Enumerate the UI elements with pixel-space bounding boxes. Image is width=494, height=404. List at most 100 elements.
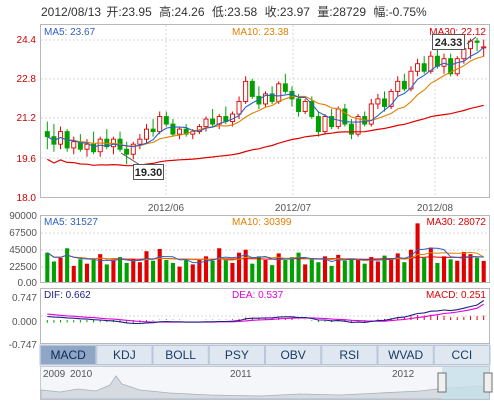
dea-line bbox=[47, 303, 484, 323]
tab-label[interactable]: KDJ bbox=[113, 348, 136, 362]
price-panel-frame bbox=[40, 24, 490, 198]
volume-bar bbox=[124, 262, 129, 282]
tab-cci[interactable] bbox=[433, 345, 490, 365]
volume-ma5-line bbox=[47, 247, 484, 264]
candle bbox=[401, 80, 407, 90]
price-grid bbox=[41, 25, 489, 197]
volume-bar bbox=[428, 247, 433, 282]
price-y-tick: 21.2 bbox=[17, 113, 37, 124]
volume-bar bbox=[349, 258, 354, 282]
volume-bar bbox=[45, 252, 50, 282]
volume-bar bbox=[395, 253, 400, 282]
low-callout: 19.30 bbox=[135, 167, 163, 179]
tab-obv[interactable] bbox=[265, 345, 322, 365]
volume-bar bbox=[203, 256, 209, 282]
volume-bar bbox=[276, 253, 281, 282]
tab-label[interactable]: MACD bbox=[50, 348, 86, 362]
navigator-selection[interactable] bbox=[442, 367, 489, 399]
tab-label[interactable]: PSY bbox=[225, 348, 249, 362]
candle bbox=[382, 98, 388, 107]
volume-bar bbox=[435, 262, 440, 282]
header-volume-label: 量: bbox=[317, 5, 332, 19]
candle bbox=[448, 58, 454, 75]
candle bbox=[269, 93, 275, 102]
volume-bar bbox=[164, 260, 169, 282]
volume-bar bbox=[455, 260, 460, 282]
volume-bar bbox=[151, 260, 156, 282]
volume-bar bbox=[415, 223, 420, 282]
ma30-line bbox=[47, 104, 484, 167]
header-open: 23.95 bbox=[122, 5, 152, 19]
tab-rsi[interactable] bbox=[321, 345, 378, 365]
price-y-tick: 24.4 bbox=[17, 35, 37, 46]
price-candles bbox=[44, 37, 487, 167]
candle bbox=[322, 116, 328, 133]
price-y-tick: 22.8 bbox=[17, 74, 37, 85]
volume-bar bbox=[78, 259, 83, 282]
volume-bar bbox=[441, 256, 447, 282]
volume-bar bbox=[422, 257, 427, 282]
candle bbox=[348, 123, 354, 135]
volume-bar bbox=[468, 254, 473, 282]
high-callout-leader bbox=[466, 36, 477, 45]
volume-bar bbox=[157, 249, 162, 282]
candle bbox=[302, 100, 308, 112]
tab-kdj[interactable] bbox=[96, 345, 153, 365]
volume-bar bbox=[111, 260, 116, 282]
low-callout-leader bbox=[120, 152, 141, 166]
volume-bar bbox=[270, 265, 275, 282]
tab-macd[interactable] bbox=[40, 345, 97, 365]
volume-bar bbox=[217, 248, 222, 282]
candle bbox=[474, 40, 480, 43]
macd-dif-label: DIF: 0.662 bbox=[44, 290, 91, 301]
navigator-left-handle[interactable] bbox=[437, 372, 447, 393]
volume-bar bbox=[131, 259, 136, 282]
tab-label[interactable]: CCI bbox=[452, 348, 473, 362]
tab-label[interactable]: WVAD bbox=[388, 348, 423, 362]
tab-label[interactable]: RSI bbox=[339, 348, 359, 362]
macd-dea-label: DEA: 0.537 bbox=[232, 290, 284, 301]
volume-bar bbox=[289, 257, 294, 282]
navigator-right-handle[interactable] bbox=[483, 372, 493, 393]
volume-bar bbox=[256, 256, 261, 282]
volume-bar bbox=[58, 257, 63, 282]
volume-bar bbox=[230, 262, 235, 282]
header-close-label: 收: bbox=[265, 5, 280, 19]
tab-psy[interactable] bbox=[208, 345, 265, 365]
candle bbox=[408, 70, 414, 90]
volume-bar bbox=[137, 262, 142, 282]
candle bbox=[84, 143, 90, 150]
tab-label[interactable]: OBV bbox=[280, 348, 305, 362]
candle bbox=[329, 116, 335, 128]
header-change: -0.75% bbox=[389, 5, 427, 19]
tab-label[interactable]: BOLL bbox=[165, 348, 196, 362]
header-low-label: 低: bbox=[212, 5, 227, 19]
candle bbox=[91, 143, 97, 153]
ma5-line bbox=[47, 47, 485, 148]
volume-bar bbox=[98, 254, 103, 282]
volume-bar bbox=[336, 254, 341, 282]
candle bbox=[177, 128, 183, 135]
tab-boll[interactable] bbox=[152, 345, 209, 365]
candle bbox=[71, 141, 77, 149]
tab-wvad[interactable] bbox=[377, 345, 434, 365]
navigator-label-2010: 2010 bbox=[70, 369, 93, 380]
volume-bars bbox=[45, 223, 486, 282]
macd-y-tick: 0.747 bbox=[12, 293, 37, 304]
dif-line bbox=[47, 300, 485, 325]
volume-bar bbox=[475, 257, 480, 282]
volume-bar bbox=[316, 262, 321, 282]
candle bbox=[130, 143, 136, 155]
candle bbox=[249, 80, 255, 97]
candle bbox=[296, 98, 302, 112]
volume-bar bbox=[481, 260, 486, 282]
volume-ma10-label: MA10: 30399 bbox=[232, 217, 292, 228]
header-open-label: 开: bbox=[106, 5, 121, 19]
header-low: 23.58 bbox=[227, 5, 257, 19]
header-high-label: 高: bbox=[159, 4, 174, 19]
volume-bar bbox=[84, 263, 90, 282]
navigator-label-2009: 2009 bbox=[43, 369, 66, 380]
volume-bar bbox=[197, 260, 202, 282]
candle bbox=[335, 108, 341, 128]
